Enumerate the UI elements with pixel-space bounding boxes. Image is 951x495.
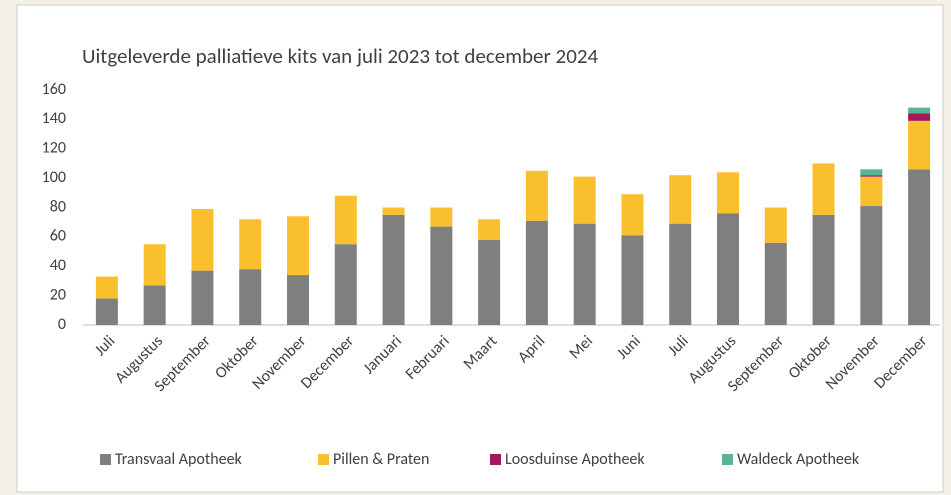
bar-segment (478, 219, 501, 240)
bar-segment (621, 194, 644, 236)
legend-swatch (318, 454, 329, 465)
bar-segment (334, 195, 357, 245)
bar-segment (95, 298, 118, 325)
bar-segment (908, 169, 931, 325)
bar-segment (860, 169, 883, 176)
bar-segment (191, 208, 214, 271)
legend-swatch (722, 454, 733, 465)
bar-segment (430, 207, 453, 227)
legend-swatch (100, 454, 111, 465)
bar-segment (143, 244, 166, 286)
bar-segment (334, 244, 357, 325)
bar-segment (717, 213, 739, 325)
bar-segment (812, 163, 835, 215)
bar-segment (95, 276, 118, 299)
bar-segment (860, 175, 883, 177)
bar-segment (764, 207, 787, 243)
bar-segment (525, 220, 548, 325)
bar-segment (478, 239, 501, 325)
bar-segment (860, 176, 883, 207)
bar-segment (573, 223, 596, 325)
legend-label: Pillen & Praten (333, 450, 429, 469)
bar-segment (812, 214, 835, 325)
bar-segment (287, 216, 309, 276)
legend-swatch (490, 454, 501, 465)
y-tick-label: 140 (42, 109, 66, 128)
bar-segment (621, 235, 644, 325)
y-tick-label: 60 (50, 227, 66, 246)
y-tick-label: 40 (50, 256, 66, 275)
bar-segment (239, 269, 262, 325)
bar-segment (239, 219, 262, 270)
bar-segment (669, 223, 692, 325)
y-tick-label: 100 (42, 168, 66, 187)
bar-segment (191, 270, 214, 325)
bar-segment (430, 226, 453, 325)
y-tick-label: 120 (42, 139, 66, 158)
legend-label: Transvaal Apotheek (115, 450, 243, 469)
legend-label: Loosduinse Apotheek (505, 450, 645, 469)
bar-segment (287, 275, 309, 325)
bar-segment (382, 214, 405, 325)
bar-segment (669, 175, 692, 224)
bar-segment (525, 170, 548, 221)
y-tick-label: 0 (58, 315, 66, 334)
bar-segment (143, 285, 166, 325)
bar-segment (908, 113, 931, 121)
y-tick-label: 20 (50, 285, 66, 304)
bar-segment (908, 120, 931, 170)
bar-segment (908, 107, 931, 114)
bar-segment (573, 176, 596, 224)
chart-title: Uitgeleverde palliatieve kits van juli 2… (82, 43, 598, 69)
bar-segment (860, 206, 883, 325)
bar-segment (717, 172, 739, 214)
y-tick-label: 80 (50, 197, 66, 216)
bar-segment (382, 207, 405, 215)
legend-label: Waldeck Apotheek (737, 450, 860, 469)
y-tick-label: 160 (42, 80, 66, 99)
bar-segment (764, 242, 787, 325)
